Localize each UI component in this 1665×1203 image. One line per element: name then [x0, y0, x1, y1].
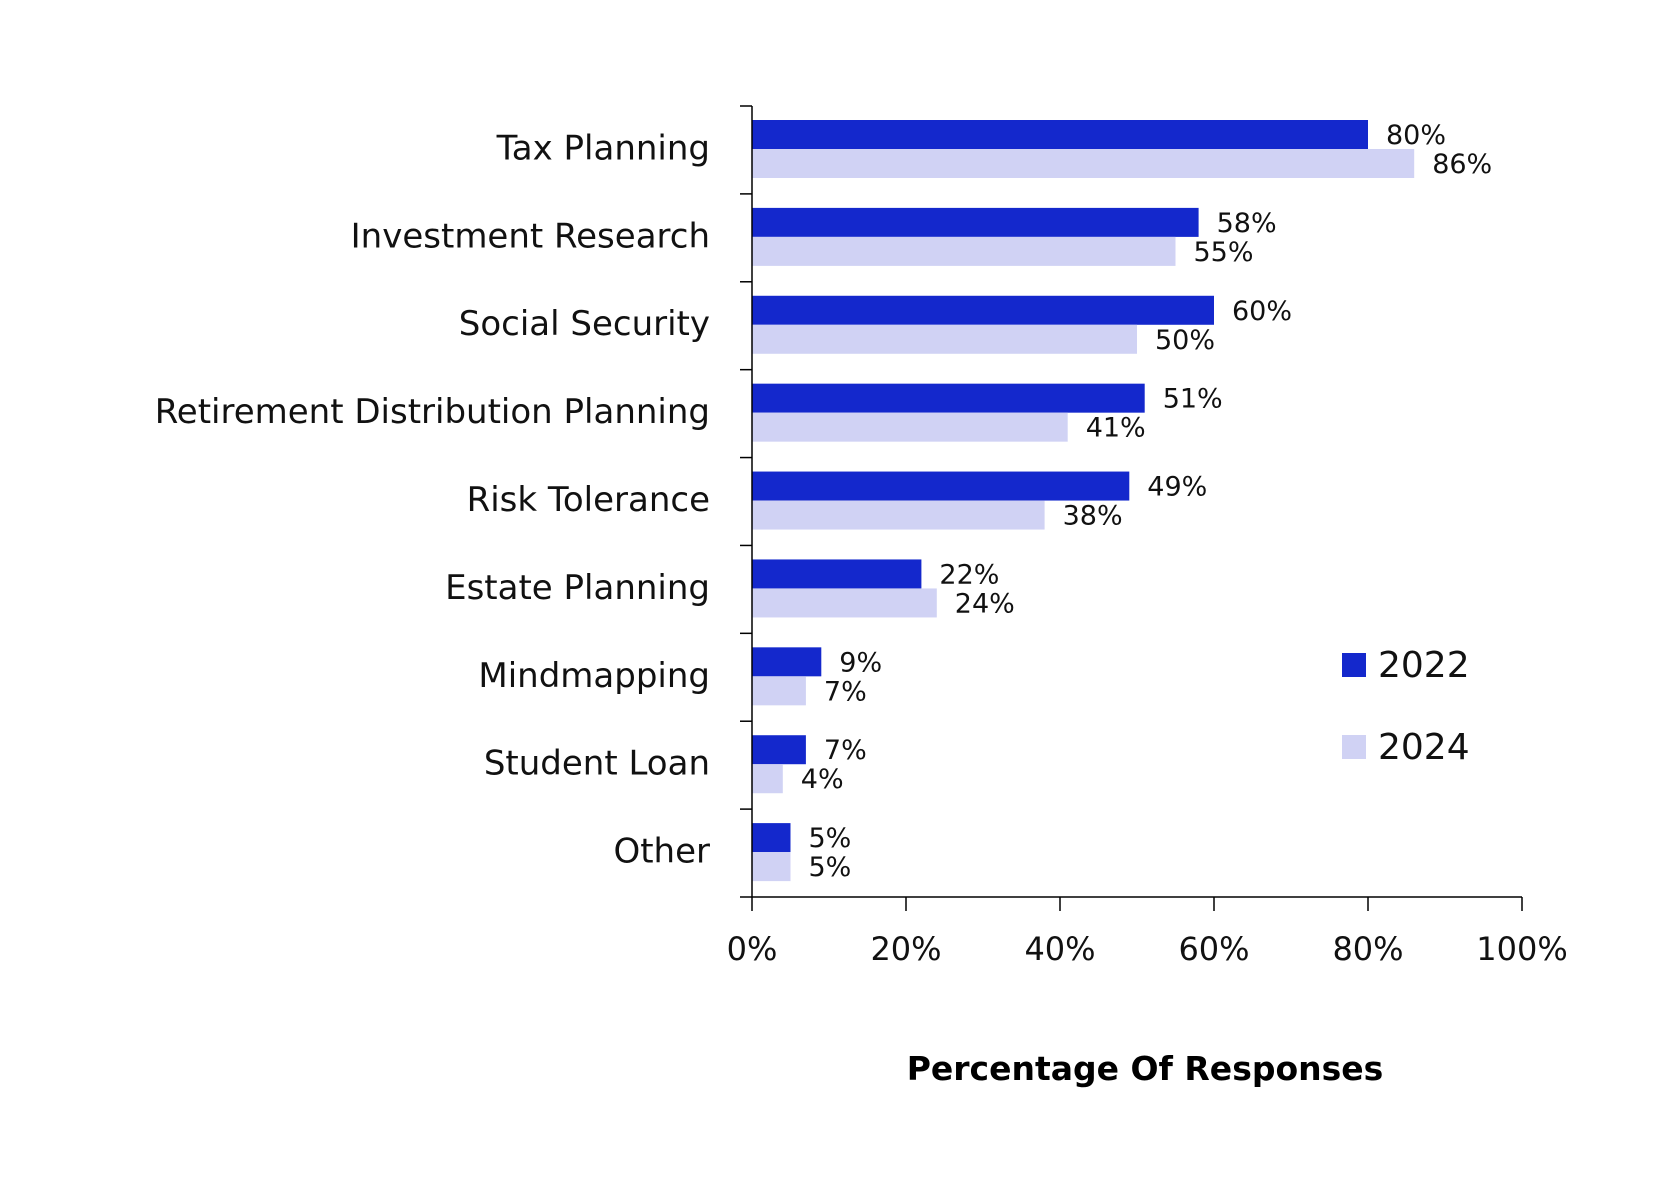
category-labels-layer: Tax Planning Investment Research Social Se…: [155, 128, 710, 871]
category-label: Student Loan: [484, 744, 710, 784]
bar-2022: [752, 383, 1145, 413]
category-label: Investment Research: [351, 216, 710, 256]
value-label-2022: 22%: [939, 559, 999, 590]
x-tick-label: 40%: [1024, 930, 1095, 968]
bar-2022: [752, 647, 822, 677]
x-tick-label: 80%: [1332, 930, 1403, 968]
x-tick-label: 0%: [727, 930, 778, 968]
value-labels-layer: 80%86%58%55%60%50%51%41%49%38%22%24%9%7%…: [801, 120, 1492, 883]
legend-label-2022: 2022: [1378, 645, 1470, 686]
x-axis-title: Percentage Of Responses: [907, 1049, 1384, 1088]
legend-swatch-2022: [1342, 653, 1366, 677]
category-label: Mindmapping: [478, 656, 710, 696]
bar-2024: [752, 764, 783, 794]
value-label-2024: 38%: [1063, 501, 1123, 532]
legend: 2022 2024: [1342, 645, 1470, 768]
value-label-2022: 49%: [1147, 472, 1207, 503]
bar-2024: [752, 236, 1176, 266]
category-label: Other: [613, 832, 710, 872]
bar-2024: [752, 412, 1068, 442]
bar-2024: [752, 500, 1045, 530]
value-label-2022: 51%: [1163, 384, 1223, 415]
value-label-2024: 4%: [801, 764, 844, 795]
bar-2022: [752, 559, 922, 589]
category-label: Social Security: [459, 304, 710, 344]
bar-2022: [752, 823, 791, 853]
category-label: Risk Tolerance: [467, 480, 710, 520]
legend-swatch-2024: [1342, 735, 1366, 759]
value-label-2022: 58%: [1217, 208, 1277, 239]
bar-2024: [752, 588, 937, 618]
value-label-2022: 80%: [1386, 120, 1446, 151]
bars-layer: [752, 120, 1415, 882]
value-label-2024: 86%: [1432, 149, 1492, 180]
bar-2022: [752, 207, 1199, 237]
value-label-2022: 9%: [839, 647, 882, 678]
bar-2024: [752, 324, 1137, 354]
value-label-2024: 50%: [1155, 325, 1215, 356]
value-label-2024: 24%: [955, 588, 1015, 619]
x-tick-labels-layer: 0% 20% 40% 60% 80% 100%: [727, 930, 1568, 968]
value-label-2024: 7%: [824, 676, 867, 707]
category-label: Retirement Distribution Planning: [155, 392, 710, 432]
value-label-2024: 41%: [1086, 413, 1146, 444]
value-label-2024: 5%: [809, 852, 852, 883]
bar-2024: [752, 149, 1415, 178]
bar-2024: [752, 676, 806, 706]
category-label: Estate Planning: [445, 568, 710, 608]
x-tick-label: 60%: [1178, 930, 1249, 968]
x-tick-label: 20%: [870, 930, 941, 968]
category-label: Tax Planning: [496, 128, 710, 168]
bar-2022: [752, 295, 1214, 325]
value-label-2024: 55%: [1194, 237, 1254, 268]
bar-2022: [752, 735, 806, 765]
bar-2022: [752, 120, 1368, 149]
axes-layer: [740, 105, 1523, 911]
legend-label-2024: 2024: [1378, 727, 1470, 768]
value-label-2022: 5%: [809, 823, 852, 854]
value-label-2022: 7%: [824, 735, 867, 766]
x-tick-label: 100%: [1476, 930, 1567, 968]
bar-2024: [752, 852, 791, 882]
value-label-2022: 60%: [1232, 296, 1292, 327]
bar-2022: [752, 471, 1130, 501]
